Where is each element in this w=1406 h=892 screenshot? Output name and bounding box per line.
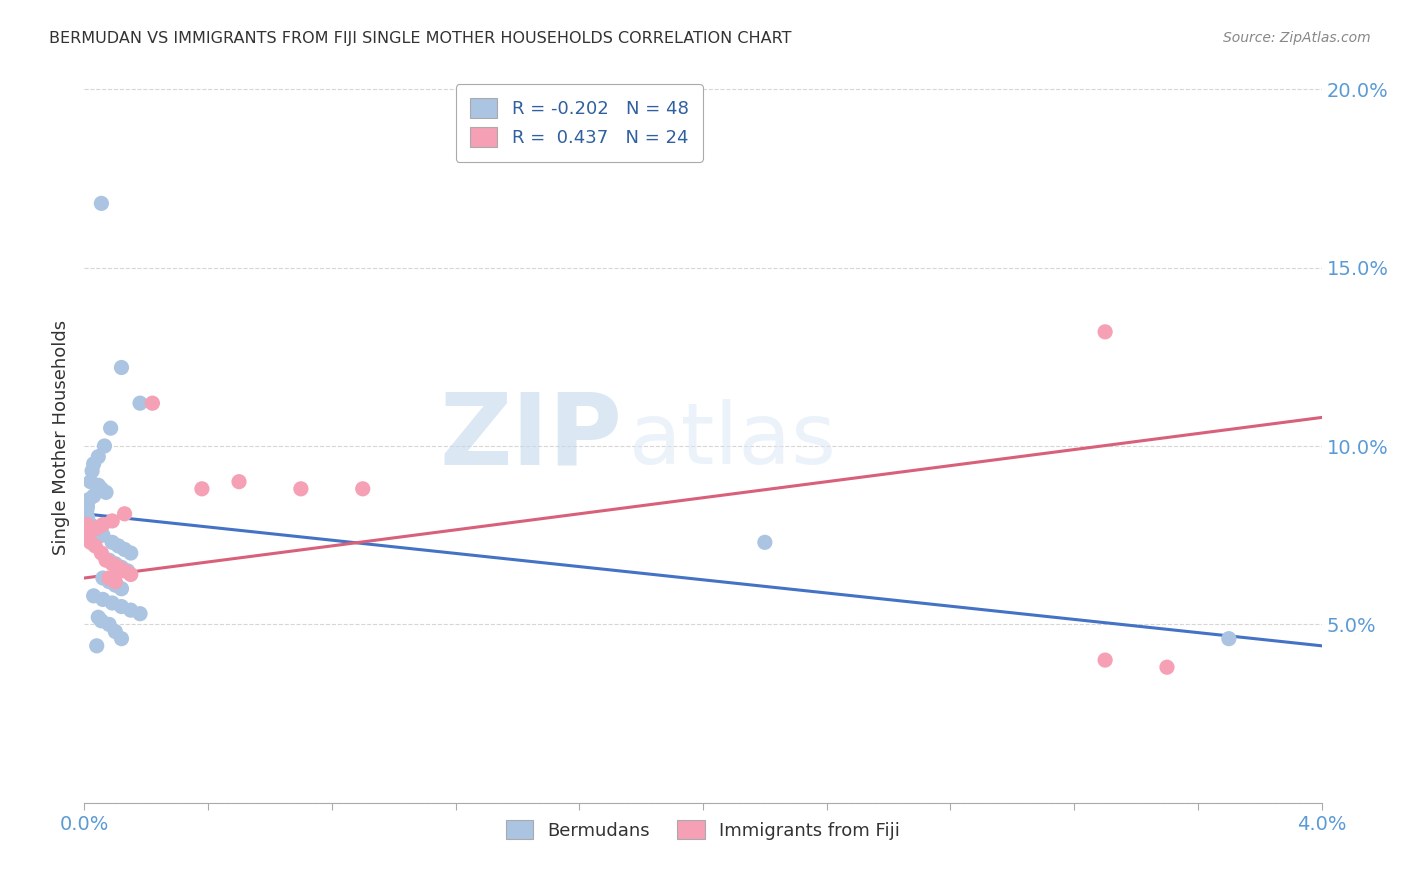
Point [1218, 632, 1240, 646]
Point [76, 517, 98, 532]
Point [352, 482, 374, 496]
Point [114, 564, 136, 578]
Point [90, 614, 112, 628]
Point [91, 571, 114, 585]
Point [110, 360, 132, 375]
Point [79, 535, 101, 549]
Point [129, 396, 152, 410]
Point [104, 578, 127, 592]
Y-axis label: Single Mother Households: Single Mother Households [52, 319, 70, 555]
Point [101, 535, 124, 549]
Point [120, 567, 142, 582]
Point [91, 517, 114, 532]
Point [120, 603, 142, 617]
Point [94, 485, 117, 500]
Point [100, 421, 122, 435]
Point [1094, 653, 1116, 667]
Point [104, 574, 127, 589]
Point [94, 553, 117, 567]
Point [79, 517, 101, 532]
Point [84, 539, 107, 553]
Point [93, 439, 115, 453]
Point [104, 624, 127, 639]
Point [87, 610, 110, 624]
Text: Source: ZipAtlas.com: Source: ZipAtlas.com [1223, 31, 1371, 45]
Point [1094, 325, 1116, 339]
Point [114, 507, 136, 521]
Text: ZIP: ZIP [440, 389, 623, 485]
Point [290, 482, 312, 496]
Point [90, 196, 112, 211]
Point [79, 475, 101, 489]
Point [101, 514, 124, 528]
Point [90, 482, 112, 496]
Point [110, 582, 132, 596]
Point [83, 589, 105, 603]
Point [117, 564, 139, 578]
Point [87, 450, 110, 464]
Point [110, 560, 132, 574]
Point [110, 632, 132, 646]
Point [107, 539, 129, 553]
Point [98, 617, 121, 632]
Point [191, 482, 214, 496]
Point [101, 596, 124, 610]
Point [101, 557, 124, 571]
Point [83, 489, 105, 503]
Point [141, 396, 163, 410]
Point [87, 478, 110, 492]
Point [98, 574, 121, 589]
Point [83, 521, 105, 535]
Point [107, 560, 129, 574]
Point [98, 553, 121, 567]
Point [120, 546, 142, 560]
Point [228, 475, 250, 489]
Point [76, 510, 98, 524]
Point [114, 542, 136, 557]
Point [98, 571, 121, 585]
Point [83, 457, 105, 471]
Point [76, 503, 98, 517]
Point [90, 546, 112, 560]
Legend: Bermudans, Immigrants from Fiji: Bermudans, Immigrants from Fiji [498, 811, 908, 848]
Point [91, 528, 114, 542]
Text: BERMUDAN VS IMMIGRANTS FROM FIJI SINGLE MOTHER HOUSEHOLDS CORRELATION CHART: BERMUDAN VS IMMIGRANTS FROM FIJI SINGLE … [49, 31, 792, 46]
Text: atlas: atlas [628, 400, 837, 483]
Point [86, 639, 108, 653]
Point [754, 535, 776, 549]
Point [76, 500, 98, 514]
Point [77, 528, 100, 542]
Point [104, 557, 127, 571]
Point [91, 592, 114, 607]
Point [87, 524, 110, 539]
Point [77, 492, 100, 507]
Point [110, 599, 132, 614]
Point [129, 607, 152, 621]
Point [1156, 660, 1178, 674]
Point [82, 464, 104, 478]
Point [75, 507, 97, 521]
Point [86, 521, 108, 535]
